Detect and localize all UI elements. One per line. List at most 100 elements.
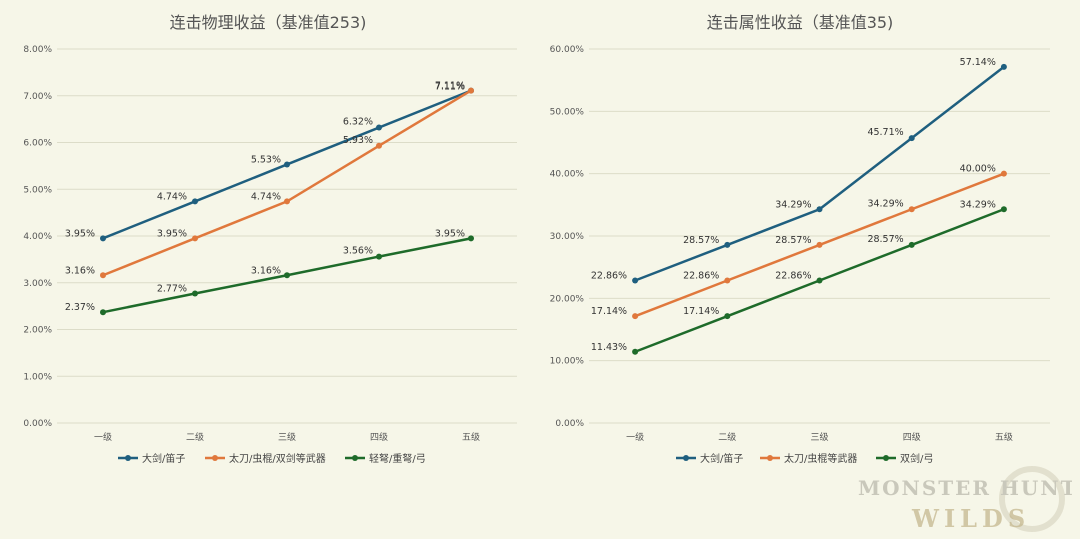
chart-title: 连击属性收益（基准值35)	[707, 13, 894, 32]
legend-item: 太刀/虫棍等武器	[760, 452, 857, 465]
series-line	[102, 89, 472, 277]
data-label: 6.32%	[343, 117, 373, 128]
data-point	[100, 309, 106, 316]
y-tick-label: 20.00%	[550, 294, 585, 304]
chart-2: 连击属性收益（基准值35) 0.00% 10.00% 20.00% 30.00% 40.0…	[550, 13, 1050, 465]
legend-item: 双剑/弓	[876, 452, 933, 465]
y-tick-label: 10.00%	[550, 357, 585, 367]
data-point	[632, 277, 639, 284]
x-tick-label: 四级	[370, 431, 388, 443]
data-label: 5.53%	[251, 154, 281, 165]
data-label: 5.93%	[343, 135, 373, 146]
y-tick-label: 8.00%	[23, 45, 52, 55]
series-3: 11.43% 17.14% 22.86% 28.57% 34.29%	[591, 199, 1007, 355]
data-label: 34.29%	[867, 198, 903, 209]
data-label: 3.95%	[65, 228, 95, 239]
data-label: 22.86%	[775, 271, 811, 282]
legend-marker	[767, 455, 773, 461]
data-point	[816, 277, 823, 284]
data-label: 11.43%	[591, 342, 627, 353]
data-point	[908, 241, 915, 248]
data-label: 2.77%	[157, 284, 187, 295]
y-tick-label: 7.00%	[23, 92, 52, 102]
data-label: 28.57%	[683, 235, 719, 246]
data-label: 4.74%	[157, 191, 187, 202]
data-point	[632, 313, 639, 320]
x-tick-label: 二级	[186, 431, 204, 443]
y-tick-label: 4.00%	[23, 232, 52, 242]
chart-1: 连击物理收益（基准值253) 0.00% 1.00% 2.00% 3.00% 4.00% 5…	[23, 13, 517, 465]
data-label: 34.29%	[960, 199, 996, 210]
y-tick-label: 0.00%	[555, 419, 584, 429]
data-label: 28.57%	[775, 235, 811, 246]
y-tick-label: 3.00%	[23, 279, 52, 289]
data-label: 3.16%	[65, 265, 95, 276]
data-label: 34.29%	[775, 199, 811, 210]
legend-item: 太刀/虫棍/双剑等武器	[205, 452, 326, 465]
data-point	[100, 272, 106, 279]
y-tick-label: 6.00%	[23, 139, 52, 149]
data-label: 17.14%	[683, 306, 719, 317]
data-label: 7.11%	[435, 82, 465, 93]
data-point	[376, 253, 382, 260]
y-tick-label: 60.00%	[550, 45, 585, 55]
legend-marker	[125, 455, 131, 461]
legend-marker	[883, 455, 889, 461]
data-point	[632, 348, 639, 355]
legend-label: 太刀/虫棍等武器	[784, 452, 857, 465]
legend: 大剑/笛子 太刀/虫棍等武器 双剑/弓	[676, 452, 933, 465]
data-label: 40.00%	[960, 164, 996, 175]
legend-label: 大剑/笛子	[142, 452, 185, 465]
legend-marker	[212, 455, 218, 461]
series-2: 3.16% 3.95% 4.74% 5.93% 7.11%	[65, 82, 474, 279]
legend: 大剑/笛子 太刀/虫棍/双剑等武器 轻弩/重弩/弓	[118, 452, 426, 465]
data-label: 3.56%	[343, 246, 373, 257]
data-label: 45.71%	[867, 127, 903, 138]
data-point	[284, 198, 290, 205]
series-1: 22.86% 28.57% 34.29% 45.71% 57.14%	[591, 57, 1007, 284]
x-tick-label: 一级	[626, 431, 644, 443]
data-label: 57.14%	[960, 57, 996, 68]
legend-item: 轻弩/重弩/弓	[345, 452, 426, 465]
data-point	[1000, 170, 1007, 177]
chart-title: 连击物理收益（基准值253)	[170, 13, 367, 32]
y-tick-label: 30.00%	[550, 232, 585, 242]
x-tick-label: 三级	[278, 431, 296, 443]
data-label: 3.95%	[435, 228, 465, 239]
data-point	[376, 124, 382, 131]
legend-label: 大剑/笛子	[700, 452, 743, 465]
x-tick-label: 四级	[903, 431, 921, 443]
logo-line1: MONSTER HUNTER	[858, 476, 1072, 500]
logo-line2: WILDS	[911, 504, 1030, 533]
data-point	[468, 235, 474, 242]
series-3: 2.37% 2.77% 3.16% 3.56% 3.95%	[65, 228, 474, 316]
data-point	[724, 241, 731, 248]
data-point	[468, 87, 474, 94]
legend-item: 大剑/笛子	[118, 452, 185, 465]
data-point	[284, 161, 290, 168]
y-tick-label: 50.00%	[550, 107, 585, 117]
legend-marker	[352, 455, 358, 461]
monster-hunter-wilds-logo: MONSTER HUNTER WILDS	[858, 466, 1072, 533]
legend-marker	[683, 455, 689, 461]
data-point	[100, 235, 106, 242]
data-point	[192, 235, 198, 242]
x-tick-label: 三级	[810, 431, 828, 443]
y-tick-label: 5.00%	[23, 185, 52, 195]
series-2: 17.14% 22.86% 28.57% 34.29% 40.00%	[591, 164, 1007, 320]
data-label: 7.11%	[435, 81, 465, 92]
data-point	[724, 277, 731, 284]
data-point	[724, 313, 731, 320]
data-point	[1000, 63, 1007, 70]
data-point	[284, 272, 290, 279]
data-label: 4.74%	[251, 191, 281, 202]
legend-label: 轻弩/重弩/弓	[369, 452, 426, 465]
data-point	[816, 206, 823, 213]
data-label: 28.57%	[867, 234, 903, 245]
data-label: 17.14%	[591, 306, 627, 317]
x-tick-label: 二级	[718, 431, 736, 443]
x-tick-label: 五级	[995, 431, 1013, 443]
data-label: 3.16%	[251, 265, 281, 276]
series-1: 3.95% 4.74% 5.53% 6.32% 7.11%	[65, 81, 474, 242]
